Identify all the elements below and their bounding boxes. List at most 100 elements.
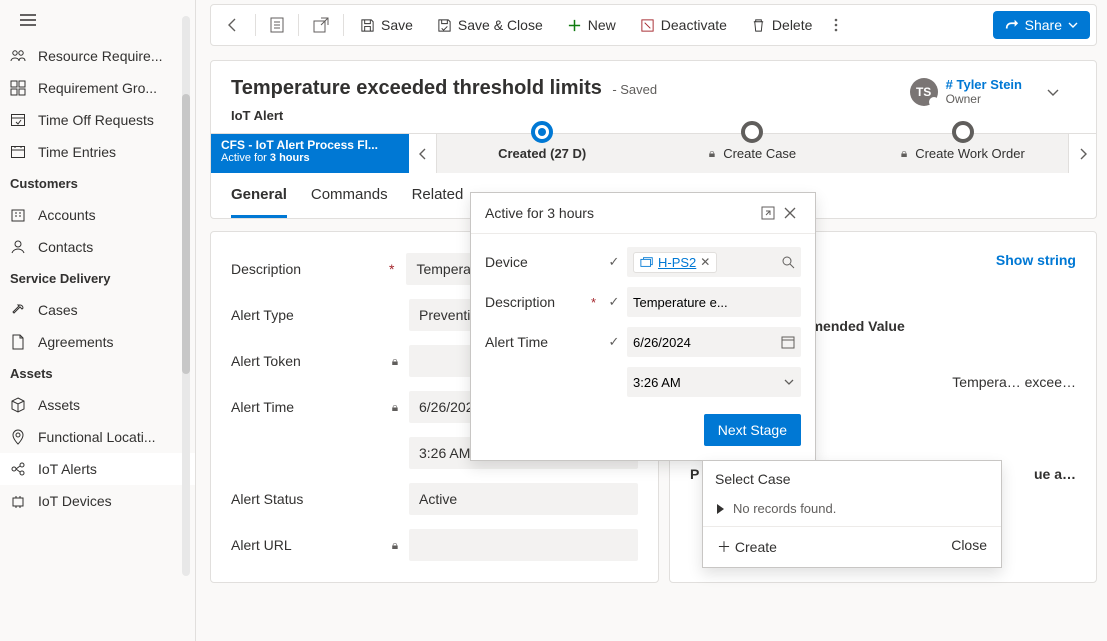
flyout-alert-time[interactable]: 3:26 AM bbox=[627, 367, 801, 397]
close-button[interactable]: Close bbox=[951, 537, 987, 557]
people-icon bbox=[10, 48, 26, 64]
caret-right-icon bbox=[715, 503, 725, 515]
device-icon bbox=[640, 256, 654, 268]
search-icon[interactable] bbox=[781, 255, 795, 269]
nav-resource-requirements[interactable]: Resource Require... bbox=[0, 40, 195, 72]
lock-icon: 🔒︎ bbox=[709, 146, 715, 161]
save-button[interactable]: Save bbox=[350, 11, 423, 39]
nav-assets[interactable]: Assets bbox=[0, 389, 195, 421]
stage-label: Create Work Order bbox=[915, 146, 1025, 161]
save-close-button[interactable]: Save & Close bbox=[427, 11, 553, 39]
nav-label: Contacts bbox=[38, 239, 93, 255]
save-close-label: Save & Close bbox=[458, 17, 543, 33]
close-icon[interactable] bbox=[779, 206, 801, 220]
chevron-down-icon bbox=[1068, 20, 1078, 30]
save-label: Save bbox=[381, 17, 413, 33]
check-icon: ✓ bbox=[607, 254, 621, 270]
nav-label: Time Off Requests bbox=[38, 112, 154, 128]
location-icon bbox=[10, 429, 26, 445]
bpf-next-button[interactable] bbox=[1068, 134, 1096, 173]
required-indicator: * bbox=[389, 261, 394, 277]
new-button[interactable]: New bbox=[557, 11, 626, 39]
plus-icon bbox=[567, 18, 582, 33]
nav-agreements[interactable]: Agreements bbox=[0, 326, 195, 358]
flyout-device-lookup[interactable]: H-PS2✕ bbox=[627, 247, 801, 277]
nav-label: Cases bbox=[38, 302, 78, 318]
nav-heading-service: Service Delivery bbox=[0, 263, 195, 294]
nav-time-off-requests[interactable]: Time Off Requests bbox=[0, 104, 195, 136]
delete-label: Delete bbox=[772, 17, 812, 33]
tab-general[interactable]: General bbox=[231, 174, 287, 218]
tab-commands[interactable]: Commands bbox=[311, 174, 388, 218]
stage-flyout: Active for 3 hours Device ✓ H-PS2✕ Descr… bbox=[470, 192, 816, 461]
grid-icon bbox=[10, 80, 26, 96]
overflow-button[interactable] bbox=[826, 11, 846, 39]
share-label: Share bbox=[1025, 17, 1062, 33]
tab-related[interactable]: Related bbox=[412, 174, 464, 218]
nav-label: IoT Alerts bbox=[38, 461, 97, 477]
nav-requirement-groups[interactable]: Requirement Gro... bbox=[0, 72, 195, 104]
bpf-stage-create-case[interactable]: 🔒︎ Create Case bbox=[647, 134, 857, 173]
chevron-down-icon bbox=[783, 376, 795, 388]
nav-iot-alerts[interactable]: IoT Alerts bbox=[0, 453, 195, 485]
nav-cases[interactable]: Cases bbox=[0, 294, 195, 326]
field-alert-status[interactable]: Active bbox=[409, 483, 638, 515]
new-label: New bbox=[588, 17, 616, 33]
share-button[interactable]: Share bbox=[993, 11, 1090, 39]
person-icon bbox=[10, 239, 26, 255]
calendar-off-icon bbox=[10, 112, 26, 128]
lock-icon: 🔒︎ bbox=[389, 538, 401, 553]
nav-time-entries[interactable]: Time Entries bbox=[0, 136, 195, 168]
field-label-alert-type: Alert Type bbox=[231, 307, 381, 323]
dock-icon[interactable] bbox=[757, 206, 779, 220]
bpf-prev-button[interactable] bbox=[409, 134, 437, 173]
save-icon bbox=[360, 18, 375, 33]
bpf-stage-created[interactable]: Created (27 D) bbox=[437, 134, 647, 173]
nav-label: Functional Locati... bbox=[38, 429, 156, 445]
nav-label: Assets bbox=[38, 397, 80, 413]
cube-icon bbox=[10, 397, 26, 413]
nav-functional-locations[interactable]: Functional Locati... bbox=[0, 421, 195, 453]
hamburger-button[interactable] bbox=[0, 0, 195, 40]
chevron-down-icon[interactable] bbox=[1046, 85, 1060, 99]
share-icon bbox=[1005, 18, 1019, 32]
nav-label: Resource Require... bbox=[38, 48, 163, 64]
flyout-description[interactable]: Temperature e... bbox=[627, 287, 801, 317]
popout-button[interactable] bbox=[305, 11, 337, 39]
nav-label: Accounts bbox=[38, 207, 96, 223]
delete-button[interactable]: Delete bbox=[741, 11, 822, 39]
saved-indicator: - Saved bbox=[612, 82, 657, 97]
business-process-flow: CFS - IoT Alert Process Fl... Active for… bbox=[211, 133, 1096, 173]
save-close-icon bbox=[437, 18, 452, 33]
nav-contacts[interactable]: Contacts bbox=[0, 231, 195, 263]
stage-label: Create Case bbox=[723, 146, 796, 161]
remove-icon[interactable]: ✕ bbox=[700, 255, 710, 269]
next-stage-button[interactable]: Next Stage bbox=[704, 414, 801, 446]
deactivate-icon bbox=[640, 18, 655, 33]
sidebar-scrollbar[interactable] bbox=[182, 16, 190, 576]
bpf-info[interactable]: CFS - IoT Alert Process Fl... Active for… bbox=[211, 134, 409, 173]
nav-accounts[interactable]: Accounts bbox=[0, 199, 195, 231]
sidebar: Resource Require... Requirement Gro... T… bbox=[0, 0, 196, 641]
owner-block[interactable]: TS # Tyler Stein Owner bbox=[910, 77, 1076, 106]
lock-icon: 🔒︎ bbox=[901, 146, 907, 161]
lock-icon: 🔒︎ bbox=[389, 354, 401, 369]
document-icon bbox=[10, 334, 26, 350]
field-label-status: Alert Status bbox=[231, 491, 381, 507]
open-record-set-button[interactable] bbox=[262, 11, 292, 39]
create-button[interactable]: ＋ Create bbox=[717, 537, 777, 557]
iot-alert-icon bbox=[10, 461, 26, 477]
nav-label: Time Entries bbox=[38, 144, 116, 160]
nav-label: Agreements bbox=[38, 334, 113, 350]
stage-label: Created (27 D) bbox=[498, 146, 586, 161]
bpf-stage-create-work-order[interactable]: 🔒︎ Create Work Order bbox=[858, 134, 1068, 173]
back-button[interactable] bbox=[217, 11, 249, 39]
calendar-icon bbox=[781, 335, 795, 349]
nav-iot-devices[interactable]: IoT Devices bbox=[0, 485, 195, 517]
lookup-suggestion-panel: Select Case No records found. ＋ Create C… bbox=[702, 460, 1002, 568]
iot-device-icon bbox=[10, 493, 26, 509]
flyout-title: Active for 3 hours bbox=[485, 205, 594, 221]
deactivate-button[interactable]: Deactivate bbox=[630, 11, 737, 39]
field-label-url: Alert URL bbox=[231, 537, 381, 553]
flyout-alert-date[interactable]: 6/26/2024 bbox=[627, 327, 801, 357]
